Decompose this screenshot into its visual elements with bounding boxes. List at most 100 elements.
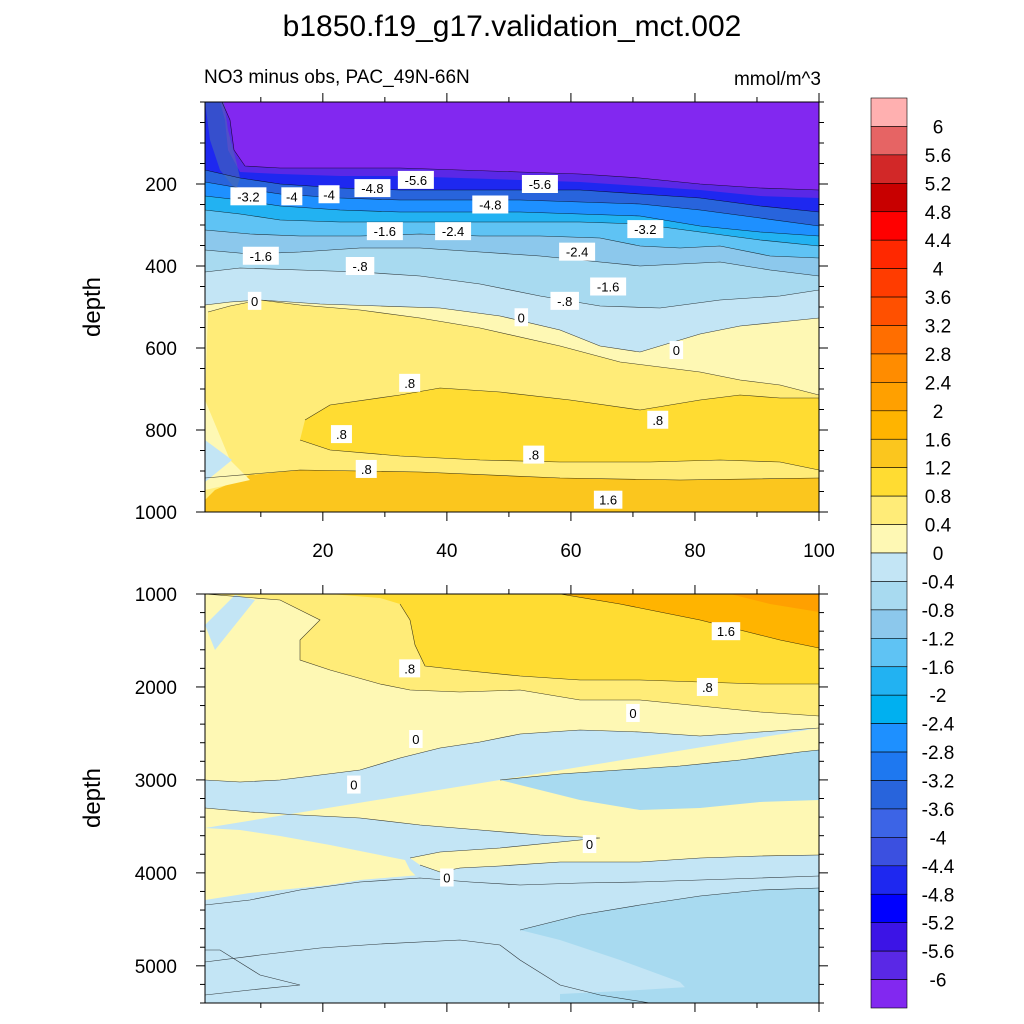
- fill-band: [520, 888, 819, 1003]
- contour-label-box: [318, 185, 340, 204]
- lower-contour-labels: 1.6 .8 .8 0 0 0 0 0: [347, 622, 741, 887]
- y-tick-label: 2000: [135, 678, 177, 699]
- contour-label-text: 0: [443, 871, 450, 886]
- contour-line: [205, 267, 819, 309]
- colorbar-swatch: [870, 438, 908, 468]
- lower-tick-labels: 1000 2000 3000 4000 5000: [135, 585, 177, 978]
- colorbar-label: 4.8: [925, 203, 951, 224]
- contour-line: [559, 594, 819, 649]
- contour-label-box: [347, 775, 361, 794]
- contour-label-text: 0: [673, 343, 680, 358]
- contour-label-text: .8: [404, 376, 415, 391]
- contour-label-box: [435, 222, 472, 241]
- contour-label: 0: [582, 835, 597, 854]
- lower-fills: [205, 594, 819, 1003]
- lower-ticks: [196, 585, 828, 1012]
- contour-label: 0: [669, 341, 684, 360]
- contour-label-text: 0: [629, 706, 636, 721]
- colorbar-swatch: [870, 666, 908, 696]
- contour-label-text: 0: [586, 837, 593, 852]
- contour-label-box: [669, 341, 684, 360]
- colorbar-label: 2.8: [925, 345, 951, 366]
- contour-label-text: -4: [323, 187, 335, 202]
- colorbar-swatch: [870, 609, 908, 639]
- colorbar-swatch: [870, 126, 908, 156]
- contour-label: -5.6: [397, 170, 434, 189]
- colorbar-swatch: [870, 467, 908, 497]
- contour-label-text: 0: [251, 294, 258, 309]
- upper-fills: [205, 102, 819, 512]
- fill-band: [500, 750, 819, 810]
- contour-line: [205, 169, 819, 213]
- x-tick-label: 80: [684, 541, 705, 562]
- contour-label-box: [559, 242, 596, 261]
- contour-label-box: [355, 459, 377, 478]
- colorbar-swatch: [870, 268, 908, 298]
- colorbar-swatch: [870, 410, 908, 440]
- contour-label: .8: [523, 445, 545, 464]
- contour-label-text: 1.6: [599, 493, 617, 508]
- colorbar-label: -2.4: [922, 715, 955, 736]
- contour-label-box: [696, 677, 718, 696]
- contour-label: -4: [318, 185, 340, 204]
- contour-label-text: -3.2: [634, 222, 656, 237]
- contour-line: [304, 387, 819, 421]
- figure-title: b1850.f19_g17.validation_mct.002: [283, 10, 742, 43]
- colorbar-swatch: [870, 183, 908, 213]
- contour-label: .8: [399, 373, 421, 392]
- contour-label: .8: [696, 677, 718, 696]
- contour-label-box: [593, 490, 623, 509]
- colorbar-label: 5.2: [925, 174, 951, 195]
- contour-label-text: -.8: [557, 294, 572, 309]
- contour-label-text: -4.8: [479, 198, 501, 213]
- contour-label: -.8: [345, 257, 375, 275]
- contour-label: 0: [347, 775, 361, 794]
- contour-label-box: [247, 291, 262, 310]
- contour-label-box: [626, 703, 640, 722]
- colorbar-swatch: [870, 808, 908, 838]
- contour-label: 1.6: [711, 622, 741, 641]
- units-subtitle: mmol/m^3: [734, 69, 821, 90]
- contour-label-box: [281, 187, 303, 206]
- colorbar-label: 1.2: [925, 459, 951, 480]
- colorbar-swatch: [870, 979, 908, 1009]
- colorbar-label: -0.8: [922, 601, 955, 622]
- y-tick-label: 200: [145, 175, 177, 196]
- lower-contour-lines: [205, 594, 819, 1003]
- colorbar-label: -2.8: [922, 743, 955, 764]
- contour-label-text: -5.6: [529, 177, 551, 192]
- contour-label-text: .8: [702, 680, 713, 695]
- contour-label-box: [397, 170, 434, 189]
- colorbar-swatch: [870, 751, 908, 781]
- colorbar-swatch: [870, 552, 908, 582]
- contour-label-text: 1.6: [717, 624, 735, 639]
- contour-label: .8: [330, 425, 352, 444]
- upper-ticks: [196, 93, 828, 521]
- contour-label-box: [582, 835, 597, 854]
- contour-label-box: [711, 622, 741, 641]
- fill-band: [560, 594, 819, 648]
- contour-label-text: .8: [404, 661, 415, 676]
- colorbar-swatch: [870, 893, 908, 923]
- contour-label-box: [399, 373, 421, 392]
- contour-label: -2.4: [559, 242, 596, 261]
- colorbar: [870, 97, 908, 1009]
- contour-label: -4.8: [354, 179, 391, 198]
- contour-label-box: [521, 175, 558, 193]
- contour-label: .8: [399, 659, 421, 678]
- colorbar-swatch: [870, 723, 908, 753]
- y-tick-label: 4000: [135, 864, 177, 885]
- y-tick-label: 1000: [135, 503, 177, 524]
- contour-label-box: [242, 246, 279, 265]
- contour-label-box: [523, 445, 545, 464]
- contour-label-text: -5.6: [405, 173, 427, 188]
- contour-label-text: .8: [361, 462, 372, 477]
- colorbar-swatch: [870, 154, 908, 184]
- contour-line: [299, 439, 819, 471]
- colorbar-label: 4.4: [925, 231, 952, 252]
- contour-line: [205, 229, 819, 259]
- colorbar-label: 1.6: [925, 430, 951, 451]
- colorbar-label: 3.2: [925, 317, 951, 338]
- contour-label-box: [230, 187, 267, 206]
